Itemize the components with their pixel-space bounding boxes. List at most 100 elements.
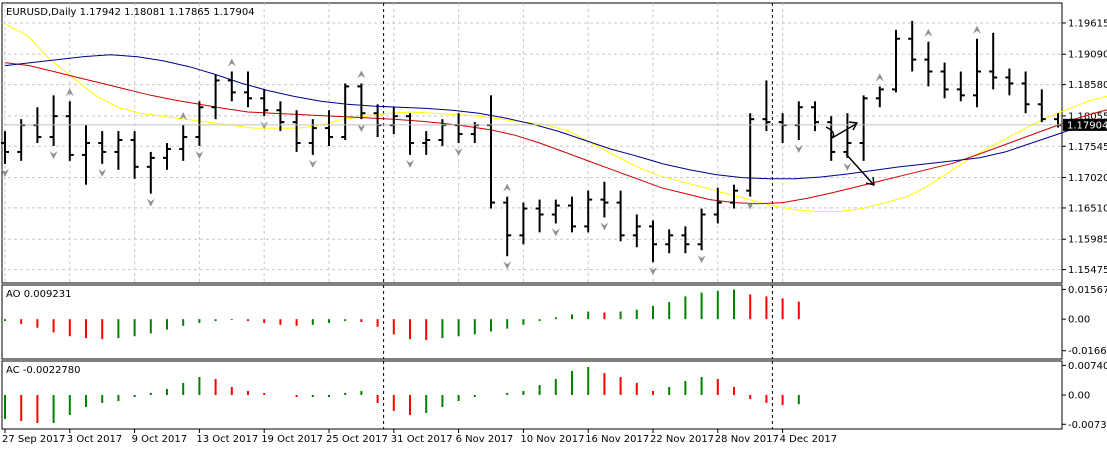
fractal-up-icon bbox=[503, 183, 512, 192]
ao-y-axis: 0.015676 0.00 -0.016637 bbox=[1062, 285, 1107, 357]
annotation-arrows bbox=[825, 121, 875, 186]
ac-pane-title: AC -0.0022780 bbox=[6, 365, 81, 376]
time-tick-label: 13 Oct 2017 bbox=[196, 434, 258, 445]
ma-blue-line bbox=[4, 54, 1107, 180]
time-tick-label: 16 Nov 2017 bbox=[585, 434, 649, 445]
ac-period-separators bbox=[383, 361, 773, 429]
ao-pane-frame bbox=[1, 284, 1063, 360]
ohlc-bar bbox=[584, 190, 593, 233]
y-tick-label: -0.007320 bbox=[1068, 420, 1107, 431]
time-tick-label: 3 Oct 2017 bbox=[67, 434, 122, 445]
ohlc-bar bbox=[973, 38, 981, 108]
fractal-down-icon bbox=[357, 124, 366, 133]
ohlc-bar bbox=[908, 20, 917, 72]
y-tick-label: 0.00 bbox=[1068, 391, 1090, 402]
fractal-down-icon bbox=[746, 201, 755, 210]
fractal-down-icon bbox=[843, 162, 852, 171]
ao-pane-title: AO 0.009231 bbox=[6, 289, 71, 300]
ohlc-bar bbox=[600, 181, 609, 218]
ohlc-bar bbox=[211, 74, 220, 120]
fractal-down-icon bbox=[697, 255, 706, 264]
ohlc-bar bbox=[260, 89, 269, 117]
price-y-tick-label: 1.18580 bbox=[1068, 80, 1107, 91]
ohlc-bar bbox=[551, 199, 560, 224]
ao-pane[interactable]: 0.015676 0.00 -0.016637 AO 0.009231 bbox=[1, 284, 1107, 360]
arrow-up-head-icon bbox=[848, 121, 859, 131]
ohlc-bar bbox=[65, 101, 74, 161]
price-y-tick-label: 1.15475 bbox=[1068, 265, 1107, 276]
ohlc-bar bbox=[406, 113, 414, 155]
price-y-tick-label: 1.17020 bbox=[1068, 173, 1107, 184]
ohlc-bar bbox=[940, 62, 949, 99]
ohlc-bar bbox=[665, 229, 674, 254]
time-tick-label: 6 Nov 2017 bbox=[456, 434, 514, 445]
price-y-tick-label: 1.16510 bbox=[1068, 203, 1107, 214]
ohlc-bars bbox=[1, 20, 1062, 263]
fractal-up-icon bbox=[875, 73, 884, 82]
time-tick-label: 22 Nov 2017 bbox=[650, 434, 714, 445]
ohlc-bar bbox=[146, 151, 155, 194]
ohlc-bar bbox=[325, 110, 333, 146]
ohlc-bar bbox=[179, 125, 188, 161]
current-price-label: 1.17904 bbox=[1067, 120, 1107, 131]
ohlc-bar bbox=[535, 199, 544, 233]
price-y-tick-label: 1.17545 bbox=[1068, 142, 1107, 153]
ohlc-bar bbox=[713, 187, 722, 224]
ohlc-bar bbox=[1, 131, 9, 164]
fractal-down-icon bbox=[794, 145, 803, 154]
ohlc-bar bbox=[519, 202, 528, 245]
fractal-down-icon bbox=[551, 228, 560, 237]
fractal-down-icon bbox=[98, 168, 107, 177]
ohlc-bar bbox=[730, 184, 738, 209]
ohlc-bar bbox=[114, 131, 123, 170]
arrow-down-head-icon bbox=[865, 176, 875, 186]
price-y-tick-label: 1.19090 bbox=[1068, 50, 1107, 61]
fractal-down-icon bbox=[454, 148, 463, 156]
ohlc-bar bbox=[341, 83, 350, 141]
time-tick-label: 9 Oct 2017 bbox=[132, 434, 187, 445]
ohlc-bar bbox=[811, 101, 819, 132]
ohlc-bar bbox=[98, 131, 107, 164]
ohlc-bar bbox=[1037, 89, 1046, 123]
fractal-up-icon bbox=[179, 112, 188, 121]
ac-y-axis: 0.007403 0.00 -0.007320 bbox=[1062, 361, 1107, 431]
y-tick-label: 0.007403 bbox=[1068, 361, 1107, 372]
period-separators bbox=[383, 3, 773, 283]
ao-period-separators bbox=[383, 285, 773, 359]
ohlc-bar bbox=[989, 32, 998, 90]
ac-pane[interactable]: 0.007403 0.00 -0.007320 AC -0.0022780 bbox=[1, 360, 1107, 431]
ao-histogram bbox=[4, 289, 800, 341]
ohlc-bar bbox=[632, 214, 641, 248]
ohlc-bar bbox=[762, 80, 771, 132]
fractal-down-icon bbox=[49, 150, 58, 159]
fractal-markers bbox=[1, 25, 981, 276]
ohlc-bar bbox=[875, 86, 884, 108]
price-y-tick-label: 1.19615 bbox=[1068, 18, 1107, 29]
ohlc-bar bbox=[892, 29, 900, 93]
ohlc-bar bbox=[697, 208, 706, 251]
time-tick-label: 10 Nov 2017 bbox=[520, 434, 584, 445]
ohlc-bar bbox=[244, 71, 252, 108]
ohlc-bar bbox=[859, 95, 868, 161]
ohlc-bar bbox=[276, 101, 285, 132]
fractal-down-icon bbox=[1, 168, 9, 177]
ohlc-bar bbox=[503, 196, 512, 257]
ma-red-line bbox=[4, 62, 1107, 205]
arrow-down-icon bbox=[845, 153, 874, 185]
fractal-up-icon bbox=[65, 88, 74, 97]
ohlc-bar bbox=[956, 71, 965, 102]
ohlc-bar bbox=[82, 125, 90, 185]
ohlc-bar bbox=[163, 143, 171, 170]
ohlc-bar bbox=[227, 71, 236, 102]
y-tick-label: 0.015676 bbox=[1068, 285, 1107, 296]
ohlc-bar bbox=[924, 41, 933, 87]
ohlc-bar bbox=[49, 95, 58, 146]
price-y-tick-label: 1.18055 bbox=[1068, 111, 1107, 122]
ohlc-bar bbox=[616, 190, 625, 242]
ohlc-bar bbox=[681, 226, 690, 254]
ohlc-bar bbox=[1021, 71, 1030, 114]
price-pane[interactable]: 1.19615 1.19090 1.18580 1.18055 1.17545 1.170… bbox=[1, 2, 1107, 284]
ohlc-bar bbox=[568, 196, 576, 233]
